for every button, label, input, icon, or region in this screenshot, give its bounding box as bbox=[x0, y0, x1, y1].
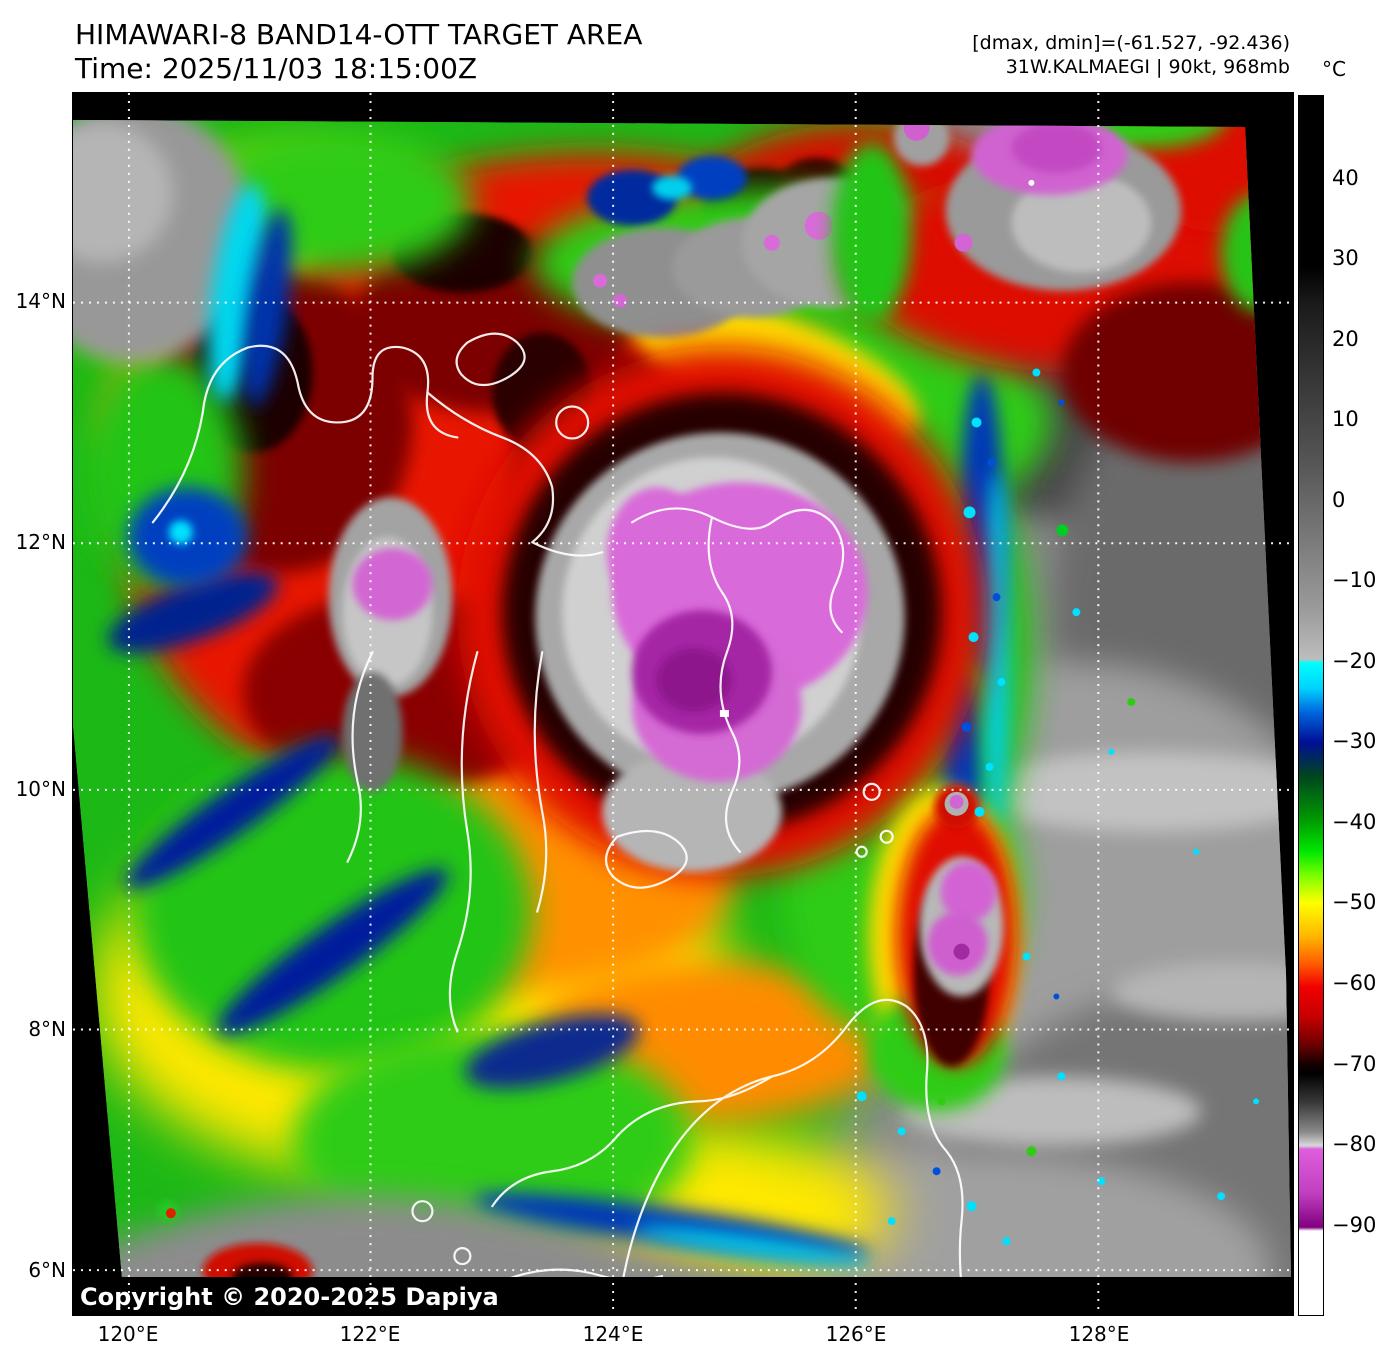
colorbar-tick-label: 20 bbox=[1332, 326, 1359, 351]
lat-axis-label: 10°N bbox=[15, 777, 66, 801]
cyclone-cdo bbox=[457, 347, 987, 877]
time-label: Time: 2025/11/03 18:15:00Z bbox=[75, 52, 478, 85]
se-convective-burst bbox=[866, 784, 1019, 1112]
colorbar-tick-label: 0 bbox=[1332, 487, 1346, 512]
colorbar-tick-label: −20 bbox=[1332, 648, 1377, 673]
lon-axis-label: 124°E bbox=[582, 1322, 644, 1346]
lat-axis-label: 6°N bbox=[28, 1258, 66, 1282]
cloud-speckles bbox=[856, 368, 1260, 1246]
colorbar-tick-label: −10 bbox=[1332, 568, 1377, 593]
page-title: HIMAWARI-8 BAND14-OTT TARGET AREA bbox=[75, 18, 643, 51]
lat-axis-label: 14°N bbox=[15, 289, 66, 313]
west-overshoot-blob bbox=[328, 497, 453, 792]
copyright-label: Copyright © 2020-2025 Dapiya bbox=[80, 1283, 499, 1311]
colorbar-tick-label: −30 bbox=[1332, 729, 1377, 754]
dmax-dmin-label: [dmax, dmin]=(-61.527, -92.436) bbox=[972, 32, 1290, 54]
colorbar bbox=[1298, 95, 1324, 1316]
lat-axis-label: 8°N bbox=[28, 1017, 66, 1041]
colorbar-tick-label: −60 bbox=[1332, 971, 1377, 995]
map-plot-area bbox=[72, 92, 1294, 1316]
lon-axis-label: 122°E bbox=[339, 1322, 401, 1346]
satellite-image bbox=[73, 93, 1293, 1315]
lon-axis-label: 128°E bbox=[1068, 1322, 1130, 1346]
colorbar-tick-label: −80 bbox=[1332, 1132, 1377, 1157]
coastlines bbox=[151, 332, 968, 1278]
storm-info-label: 31W.KALMAEGI | 90kt, 968mb bbox=[1005, 56, 1290, 78]
colorbar-tick-label: 30 bbox=[1332, 246, 1359, 271]
colorbar-tick-label: −90 bbox=[1332, 1212, 1377, 1237]
colorbar-unit-label: °C bbox=[1322, 57, 1346, 81]
satellite-data bbox=[73, 119, 1292, 1278]
colorbar-tick-label: −40 bbox=[1332, 809, 1377, 834]
colorbar-tick-label: −70 bbox=[1332, 1051, 1377, 1076]
annotation-block: [dmax, dmin]=(-61.527, -92.436) 31W.KALM… bbox=[972, 31, 1290, 79]
lon-axis-label: 126°E bbox=[825, 1322, 887, 1346]
lat-axis-label: 12°N bbox=[15, 530, 66, 554]
colorbar-tick-label: −50 bbox=[1332, 890, 1377, 915]
lon-axis-label: 120°E bbox=[97, 1322, 159, 1346]
colorbar-tick-label: 40 bbox=[1332, 165, 1359, 190]
header-block: HIMAWARI-8 BAND14-OTT TARGET AREA Time: … bbox=[75, 18, 642, 86]
colorbar-tick-label: 10 bbox=[1332, 407, 1359, 432]
